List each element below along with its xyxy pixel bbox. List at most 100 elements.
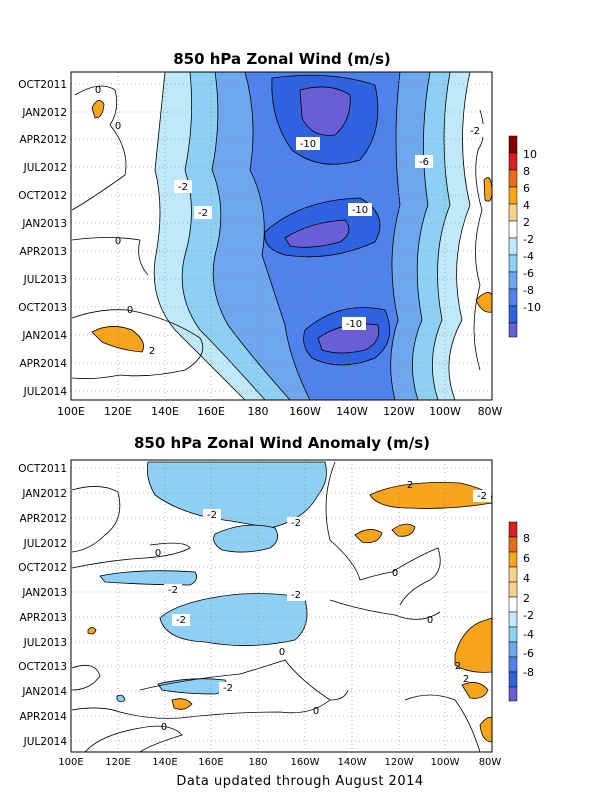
top-cbar-label: 10 xyxy=(523,148,537,161)
top-ytick: APR2013 xyxy=(19,246,67,258)
bottom-xtick: 180 xyxy=(248,757,267,768)
top-gridlines xyxy=(71,72,492,400)
top-clabel: 0 xyxy=(115,236,121,247)
top-cbar-label: -4 xyxy=(523,250,534,263)
bottom-contour-labels: -2 -2 -2 -2 -2 -2 -2 0 0 0 0 0 0 2 2 2 xyxy=(155,480,491,733)
top-xtick: 180 xyxy=(248,405,269,418)
bottom-ytick: JAN2012 xyxy=(21,488,67,500)
bottom-colorbar-labels: 8 6 4 2 -2 -4 -6 -8 xyxy=(523,532,534,679)
top-panel: 850 hPa Zonal Wind (m/s) xyxy=(18,50,541,418)
top-frame xyxy=(70,71,493,401)
top-xtick: 160W xyxy=(289,405,321,418)
top-xtick: 120E xyxy=(104,405,132,418)
bottom-xtick: 100E xyxy=(58,757,83,768)
top-ytick: JAN2012 xyxy=(21,107,67,119)
bottom-cbar-label: 6 xyxy=(523,552,530,565)
bottom-title: 850 hPa Zonal Wind Anomaly (m/s) xyxy=(134,434,430,452)
top-clabel: -10 xyxy=(352,205,368,216)
bottom-ytick: OCT2013 xyxy=(18,661,67,673)
bottom-ytick: JAN2013 xyxy=(21,587,67,599)
top-ytick: JUL2014 xyxy=(23,386,68,398)
top-clabel: -2 xyxy=(470,126,480,137)
bottom-neg-2 xyxy=(213,524,278,553)
top-field xyxy=(71,72,492,400)
bottom-xtick: 120W xyxy=(385,757,414,768)
bottom-zero-contour-9 xyxy=(404,694,481,752)
bottom-ytick: OCT2012 xyxy=(18,562,67,574)
bottom-clabel: 0 xyxy=(427,615,433,626)
top-max-1 xyxy=(299,86,351,136)
top-clabel: -2 xyxy=(178,182,188,193)
bottom-pos-2 xyxy=(354,529,383,543)
top-cbar-label: -8 xyxy=(523,284,534,297)
bottom-ytick: APR2014 xyxy=(19,711,67,723)
bottom-clabel: -2 xyxy=(207,510,217,521)
bottom-colorbar xyxy=(508,521,518,702)
bottom-pos-6 xyxy=(461,682,489,699)
top-x-axis: 100E 120E 140E 160E 180 160W 140W 120W 1… xyxy=(57,405,503,418)
bottom-cbar-label: -6 xyxy=(523,647,534,660)
bottom-ytick: APR2013 xyxy=(19,612,67,624)
bottom-xtick: 160E xyxy=(198,757,223,768)
bottom-clabel: -2 xyxy=(291,590,301,601)
bottom-cbar-label: -4 xyxy=(523,628,534,641)
bottom-clabel: 0 xyxy=(392,568,398,579)
bottom-xtick: 140W xyxy=(338,757,367,768)
top-cbar-label: -10 xyxy=(523,301,541,314)
bottom-cbar-label: 4 xyxy=(523,572,530,585)
bottom-xtick: 140E xyxy=(152,757,177,768)
bottom-zero-contour-6 xyxy=(139,659,349,701)
top-clabel: -6 xyxy=(419,157,429,168)
bottom-ytick: JUL2012 xyxy=(23,538,67,550)
bottom-clabel: -2 xyxy=(223,683,233,694)
bottom-y-axis: OCT2011 JAN2012 APR2012 JUL2012 OCT2012 … xyxy=(18,463,67,748)
top-zero-contour-1 xyxy=(71,85,127,211)
bottom-ytick: JUL2013 xyxy=(23,637,67,649)
data-updated-note: Data updated through August 2014 xyxy=(176,774,424,789)
top-ytick: JAN2014 xyxy=(21,330,67,342)
top-colorbar-labels: 10 8 6 4 2 -2 -4 -6 -8 -10 xyxy=(523,148,541,314)
bottom-zero-contour-2 xyxy=(71,542,191,569)
top-ytick: JUL2013 xyxy=(23,274,67,286)
top-pos-1 xyxy=(91,99,105,119)
bottom-frame xyxy=(70,459,493,753)
bottom-ytick: JUL2014 xyxy=(23,736,68,748)
bottom-clabel: 2 xyxy=(407,480,413,491)
top-pos-3 xyxy=(483,177,492,202)
top-clabel: 0 xyxy=(127,305,133,316)
bottom-pos-1 xyxy=(369,482,492,509)
top-title: 850 hPa Zonal Wind (m/s) xyxy=(173,50,391,68)
top-clabel: -2 xyxy=(198,208,208,219)
bottom-clabel: 0 xyxy=(155,548,161,559)
bottom-xtick: 120E xyxy=(105,757,130,768)
bottom-ytick: OCT2011 xyxy=(18,463,67,475)
bottom-panel: 850 hPa Zonal Wind Anomaly (m/s) xyxy=(18,434,534,768)
top-clabel: 0 xyxy=(115,121,121,132)
top-zero-contour-2 xyxy=(71,237,149,276)
bottom-zero-contour-3 xyxy=(325,461,441,606)
bottom-clabel: -2 xyxy=(477,491,487,502)
bottom-cbar-label: -8 xyxy=(523,666,534,679)
top-pos-2 xyxy=(91,326,145,353)
top-xtick: 120W xyxy=(383,405,415,418)
top-xtick: 100E xyxy=(57,405,85,418)
top-xtick: 140W xyxy=(336,405,368,418)
bottom-clabel: 0 xyxy=(279,647,285,658)
top-clabel: 2 xyxy=(149,346,155,357)
top-zero-contour-4 xyxy=(473,109,484,371)
top-colorbar xyxy=(508,135,518,338)
top-cbar-label: -2 xyxy=(523,233,534,246)
top-ytick: APR2012 xyxy=(19,134,67,146)
bottom-neg-4 xyxy=(159,593,308,646)
top-cbar-label: 6 xyxy=(523,182,530,195)
bottom-gridlines xyxy=(71,460,492,752)
bottom-field xyxy=(71,460,492,752)
bottom-ytick: APR2012 xyxy=(19,513,67,525)
bottom-pos-7 xyxy=(171,698,193,710)
top-xtick: 160E xyxy=(197,405,225,418)
top-ytick: JAN2013 xyxy=(21,218,67,230)
top-zero-contour-3 xyxy=(71,309,204,379)
bottom-neg-1 xyxy=(146,461,327,529)
bottom-clabel: -2 xyxy=(176,615,186,626)
